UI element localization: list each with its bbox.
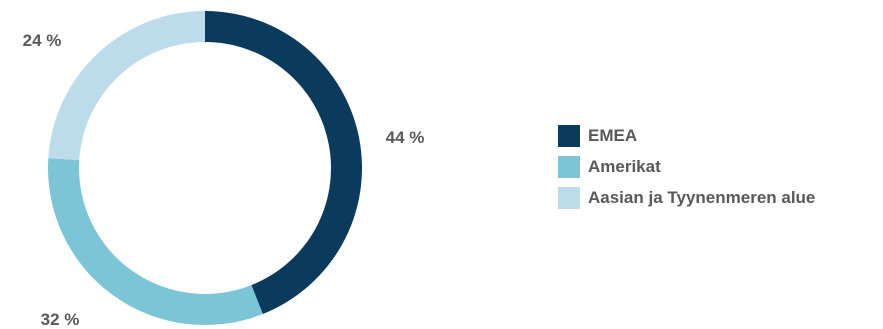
legend-item-aasian-ja-tyynenmeren-alue: Aasian ja Tyynenmeren alue bbox=[558, 186, 815, 210]
legend-label-aasian-ja-tyynenmeren-alue: Aasian ja Tyynenmeren alue bbox=[588, 188, 816, 207]
chart-legend: EMEA Amerikat Aasian ja Tyynenmeren alue bbox=[558, 124, 815, 217]
donut-slice-amerikat bbox=[48, 158, 263, 325]
legend-label-emea: EMEA bbox=[588, 126, 638, 145]
donut-slice-emea bbox=[205, 11, 363, 314]
legend-swatch-amerikat bbox=[558, 156, 580, 178]
data-label-amerikat: 32 % bbox=[41, 310, 80, 329]
legend-swatch-emea bbox=[558, 125, 580, 147]
legend-item-emea: EMEA bbox=[558, 124, 815, 148]
donut-slice-aasian-ja-tyynenmeren-alue bbox=[48, 11, 206, 161]
data-label-aasian-ja-tyynenmeren-alue: 24 % bbox=[23, 31, 62, 50]
data-label-emea: 44 % bbox=[386, 128, 425, 147]
legend-label-amerikat: Amerikat bbox=[588, 157, 661, 176]
legend-item-amerikat: Amerikat bbox=[558, 155, 815, 179]
legend-swatch-aasian-ja-tyynenmeren-alue bbox=[558, 187, 580, 209]
